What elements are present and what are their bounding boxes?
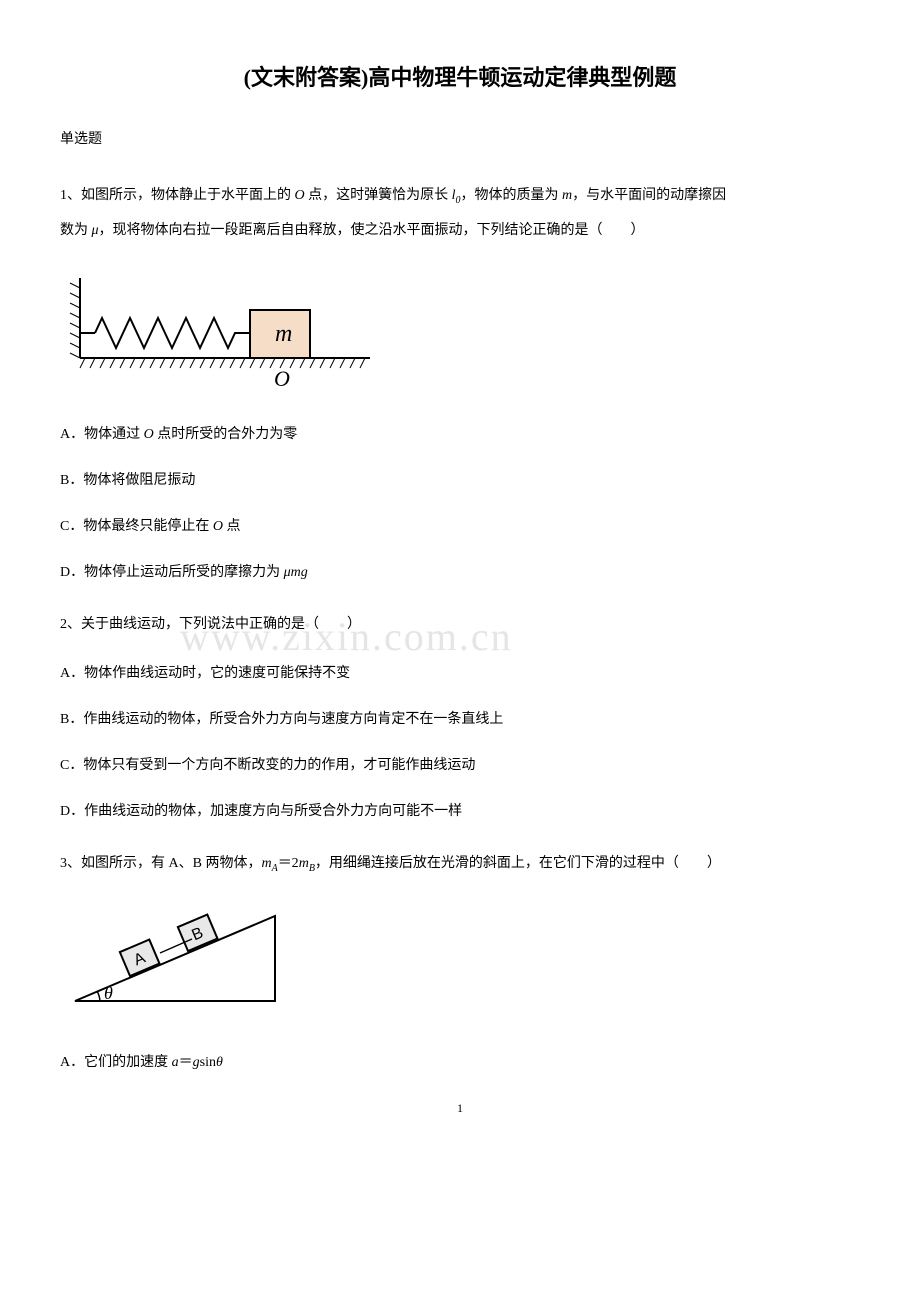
q1-option-b: B．物体将做阻尼振动 [60,469,860,489]
incline-diagram: θ A B [60,901,290,1016]
q1-figure: m [60,268,860,393]
spring-block-diagram: m [60,268,380,388]
q3-text: 3、如图所示，有 A、B 两物体，mA＝2mB，用细绳连接后放在光滑的斜面上，在… [60,846,860,881]
q2-option-b: B．作曲线运动的物体，所受合外力方向与速度方向肯定不在一条直线上 [60,708,860,728]
page-number: 1 [60,1101,860,1116]
page-title: (文末附答案)高中物理牛顿运动定律典型例题 [60,60,860,92]
q1-line2: 数为 μ，现将物体向右拉一段距离后自由释放，使之沿水平面振动，下列结论正确的是（… [60,223,645,238]
q1-line1: 1、如图所示，物体静止于水平面上的 O 点，这时弹簧恰为原长 l0，物体的质量为… [60,188,726,203]
q3-figure: θ A B [60,901,860,1021]
ground-hatching [80,358,365,368]
q3-option-a: A．它们的加速度 a＝gsinθ [60,1051,860,1071]
q2-option-c: C．物体只有受到一个方向不断改变的力的作用，才可能作曲线运动 [60,754,860,774]
q2-text: 2、关于曲线运动，下列说法中正确的是（ ） [60,607,860,642]
q1-option-c: C．物体最终只能停止在 O 点 [60,515,860,535]
origin-label: O [274,366,290,388]
block-label: m [275,321,292,347]
section-label: 单选题 [60,128,860,148]
q1-option-a: A．物体通过 O 点时所受的合外力为零 [60,423,860,443]
angle-label: θ [104,983,113,1003]
q2-option-a: A．物体作曲线运动时，它的速度可能保持不变 [60,662,860,682]
q2-option-d: D．作曲线运动的物体，加速度方向与所受合外力方向可能不一样 [60,800,860,820]
q1-text: 1、如图所示，物体静止于水平面上的 O 点，这时弹簧恰为原长 l0，物体的质量为… [60,178,860,248]
q1-option-d: D．物体停止运动后所受的摩擦力为 μmg [60,561,860,581]
